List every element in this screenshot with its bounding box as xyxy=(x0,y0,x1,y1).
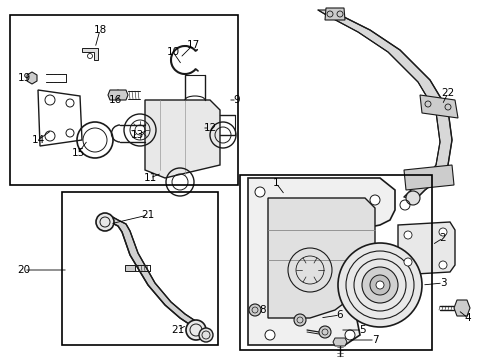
Polygon shape xyxy=(145,100,220,178)
Text: 12: 12 xyxy=(203,123,216,133)
Text: 11: 11 xyxy=(143,173,156,183)
Polygon shape xyxy=(125,265,135,271)
Polygon shape xyxy=(419,95,457,118)
Circle shape xyxy=(369,195,379,205)
Circle shape xyxy=(438,228,446,236)
Text: 2: 2 xyxy=(439,233,446,243)
Circle shape xyxy=(116,96,120,100)
Text: 19: 19 xyxy=(18,73,31,83)
Text: 22: 22 xyxy=(441,88,454,98)
Text: 3: 3 xyxy=(439,278,446,288)
Polygon shape xyxy=(325,8,345,20)
Circle shape xyxy=(113,93,117,97)
Circle shape xyxy=(369,275,389,295)
Circle shape xyxy=(293,314,305,326)
Text: 13: 13 xyxy=(130,130,143,140)
Circle shape xyxy=(361,267,397,303)
Polygon shape xyxy=(108,90,128,100)
Circle shape xyxy=(248,304,261,316)
Bar xyxy=(62,192,218,345)
Text: 9: 9 xyxy=(233,95,240,105)
Polygon shape xyxy=(267,198,374,318)
Text: 1: 1 xyxy=(272,178,279,188)
Circle shape xyxy=(87,54,92,58)
Text: 14: 14 xyxy=(31,135,44,145)
Circle shape xyxy=(116,90,120,94)
Circle shape xyxy=(403,258,411,266)
Text: 5: 5 xyxy=(358,325,365,335)
Circle shape xyxy=(438,261,446,269)
Circle shape xyxy=(337,243,421,327)
Polygon shape xyxy=(82,48,98,60)
Polygon shape xyxy=(397,222,454,275)
Polygon shape xyxy=(453,300,469,316)
Polygon shape xyxy=(332,338,346,346)
Text: 6: 6 xyxy=(336,310,343,320)
Text: 8: 8 xyxy=(259,305,266,315)
Text: 21: 21 xyxy=(171,325,184,335)
Circle shape xyxy=(254,187,264,197)
Circle shape xyxy=(403,231,411,239)
Text: 18: 18 xyxy=(93,25,106,35)
Text: 4: 4 xyxy=(464,313,470,323)
Text: 17: 17 xyxy=(186,40,199,50)
Text: 20: 20 xyxy=(18,265,30,275)
Circle shape xyxy=(96,213,114,231)
Text: 10: 10 xyxy=(166,47,179,57)
Text: 7: 7 xyxy=(371,335,378,345)
Polygon shape xyxy=(27,72,37,84)
Bar xyxy=(240,175,431,350)
Circle shape xyxy=(185,320,205,340)
Circle shape xyxy=(375,281,383,289)
Circle shape xyxy=(199,328,213,342)
Circle shape xyxy=(264,330,274,340)
Circle shape xyxy=(318,326,330,338)
Text: 16: 16 xyxy=(108,95,122,105)
Circle shape xyxy=(405,191,419,205)
Polygon shape xyxy=(403,165,453,190)
Bar xyxy=(10,15,238,185)
Polygon shape xyxy=(317,10,451,200)
Polygon shape xyxy=(100,215,204,332)
Text: 15: 15 xyxy=(71,148,84,158)
Circle shape xyxy=(345,330,354,340)
Circle shape xyxy=(119,93,123,97)
Polygon shape xyxy=(247,178,394,345)
Text: 21: 21 xyxy=(141,210,154,220)
